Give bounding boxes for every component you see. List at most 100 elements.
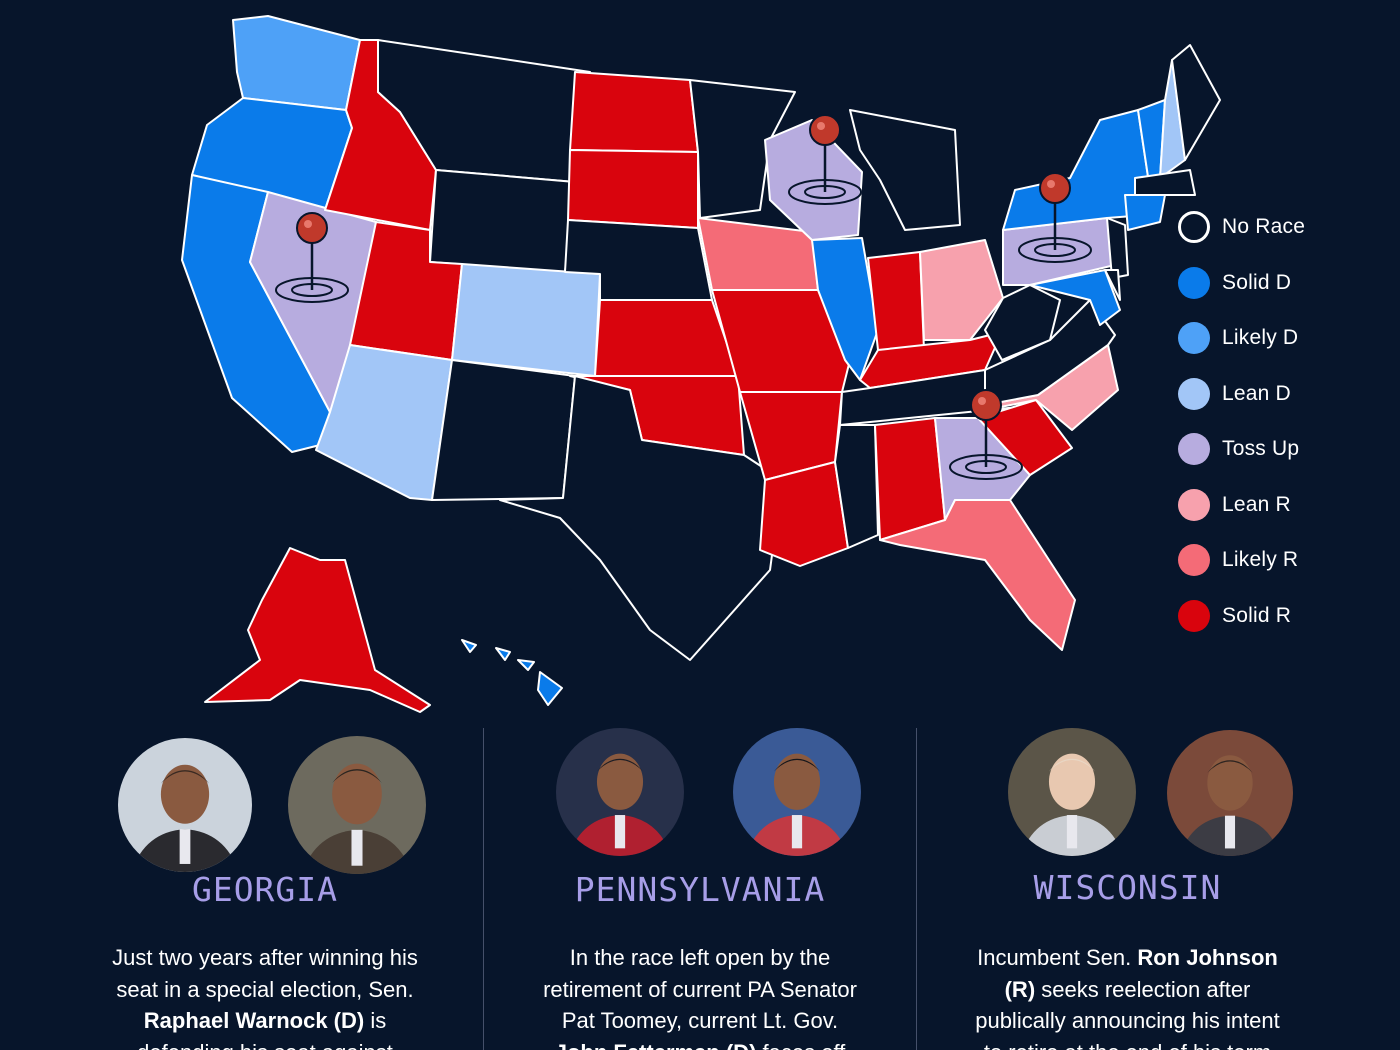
wisconsin-candidate-2-photo: [1167, 730, 1293, 856]
description-text: faces off: [756, 1040, 846, 1050]
state-nj: [1106, 217, 1129, 279]
race-description: Incumbent Sen. Ron Johnson (R) seeks reel…: [930, 942, 1325, 1050]
state-sc: [977, 399, 1073, 476]
column-divider: [483, 728, 484, 1050]
legend-label: Lean R: [1222, 492, 1291, 516]
legend-label: Likely D: [1222, 326, 1299, 349]
legend-label: No Race: [1222, 215, 1306, 238]
legend-item-lean-d: Lean D: [1178, 377, 1291, 411]
legend-label: Likely R: [1222, 548, 1299, 571]
race-description: Just two years after winning his seat in …: [60, 942, 470, 1050]
description-text: publically announcing his intent: [975, 1008, 1280, 1033]
legend-swatch: [1178, 599, 1210, 632]
candidate-name: Raphael Warnock (D): [143, 1008, 365, 1033]
race-description-line: John Fetterman (D) faces off: [500, 1037, 900, 1050]
description-text: Pat Toomey, current Lt. Gov.: [561, 1008, 839, 1033]
race-georgia: GEORGIA Just two years after winning his s…: [60, 728, 470, 1050]
state-md: [1029, 269, 1121, 326]
race-wisconsin: WISCONSIN Incumbent Sen. Ron Johnson (R) s…: [930, 728, 1325, 1050]
legend-item-no-race: No Race: [1178, 210, 1305, 244]
state-nd: [569, 71, 699, 153]
column-divider: [916, 728, 917, 1050]
state-me: [1171, 44, 1221, 161]
legend-swatch: [1178, 544, 1210, 576]
state-oh: [919, 239, 1004, 341]
state-hi: [461, 639, 563, 706]
legend-item-solid-r: Solid R: [1178, 599, 1291, 633]
race-description-line: Raphael Warnock (D) is: [60, 1005, 470, 1037]
race-description-line: Pat Toomey, current Lt. Gov.: [500, 1005, 900, 1037]
georgia-candidate-2-photo: [288, 736, 426, 874]
map-pin-ga: [949, 389, 1023, 480]
state-de: [1104, 269, 1121, 301]
legend-label: Lean D: [1222, 381, 1291, 405]
state-co: [451, 263, 601, 377]
description-text: defending his seat against: [137, 1040, 393, 1050]
state-mi: [849, 109, 961, 231]
state-wy: [429, 169, 576, 273]
state-in: [867, 251, 925, 351]
state-mn: [689, 79, 796, 219]
legend-label: Solid R: [1222, 603, 1292, 627]
state-tx: [499, 375, 783, 661]
legend-swatch: [1178, 377, 1210, 410]
race-description-line: defending his seat against: [60, 1037, 470, 1050]
race-description-line: retirement of current PA Senator: [500, 974, 900, 1006]
state-la: [759, 461, 849, 567]
legend-swatch: [1178, 211, 1210, 243]
race-state-name: GEORGIA: [191, 870, 339, 909]
race-description-line: Just two years after winning his: [60, 942, 470, 974]
state-ma: [1134, 169, 1196, 196]
map-pin-nv: [275, 212, 349, 303]
description-text: to retire at the end of his term: [984, 1040, 1271, 1050]
race-description-line: (R) seeks reelection after: [930, 974, 1325, 1006]
description-text: seeks reelection after: [1035, 976, 1251, 1002]
candidate-name: (R): [1004, 976, 1036, 1002]
race-description-line: seat in a special election, Sen.: [60, 974, 470, 1006]
us-senate-race-map: [181, 15, 1221, 713]
description-text: seat in a special election, Sen.: [116, 976, 414, 1002]
state-wa: [232, 15, 361, 111]
state-ct: [1124, 194, 1166, 231]
race-description: In the race left open by the retirement o…: [500, 942, 900, 1050]
legend-swatch: [1178, 266, 1210, 299]
description-text: Incumbent Sen.: [977, 945, 1138, 970]
race-state-name: WISCONSIN: [1033, 868, 1222, 907]
state-ks: [594, 299, 739, 377]
race-description-line: In the race left open by the: [500, 942, 900, 974]
state-nm: [431, 359, 576, 501]
description-text: In the race left open by the: [569, 945, 831, 970]
legend-label: Solid D: [1222, 270, 1292, 294]
candidate-name: Ron Johnson: [1137, 945, 1278, 970]
legend-swatch: [1178, 433, 1210, 465]
map-pin-wi: [788, 114, 862, 205]
description-text: retirement of current PA Senator: [543, 976, 857, 1002]
description-text: Just two years after winning his: [112, 945, 418, 970]
pennsylvania-candidate-2-photo: [733, 728, 861, 856]
description-text: is: [364, 1008, 387, 1033]
state-al: [874, 417, 946, 541]
wisconsin-candidate-1-photo: [1008, 728, 1136, 856]
legend-item-likely-d: Likely D: [1178, 321, 1298, 355]
legend-item-toss-up: Toss Up: [1178, 432, 1299, 466]
state-wv: [984, 284, 1061, 361]
race-description-line: to retire at the end of his term: [930, 1037, 1325, 1050]
georgia-candidate-1-photo: [118, 738, 252, 872]
race-pennsylvania: PENNSYLVANIA In the race left open by the…: [500, 728, 900, 1050]
race-state-name: PENNSYLVANIA: [574, 870, 826, 909]
state-fl: [879, 499, 1076, 651]
race-description-line: Incumbent Sen. Ron Johnson: [930, 942, 1325, 974]
race-description-line: publically announcing his intent: [930, 1005, 1325, 1037]
state-ak: [204, 547, 431, 713]
legend-item-solid-d: Solid D: [1178, 266, 1291, 300]
legend-swatch: [1178, 322, 1210, 354]
pennsylvania-candidate-1-photo: [556, 728, 684, 856]
legend-item-lean-r: Lean R: [1178, 488, 1291, 522]
state-sd: [567, 149, 699, 229]
legend-swatch: [1178, 488, 1210, 521]
legend-label: Toss Up: [1222, 437, 1300, 460]
state-mo: [711, 289, 851, 393]
candidate-name: John Fetterman (D): [555, 1040, 757, 1050]
map-pin-pa: [1018, 172, 1092, 263]
legend-item-likely-r: Likely R: [1178, 543, 1298, 577]
